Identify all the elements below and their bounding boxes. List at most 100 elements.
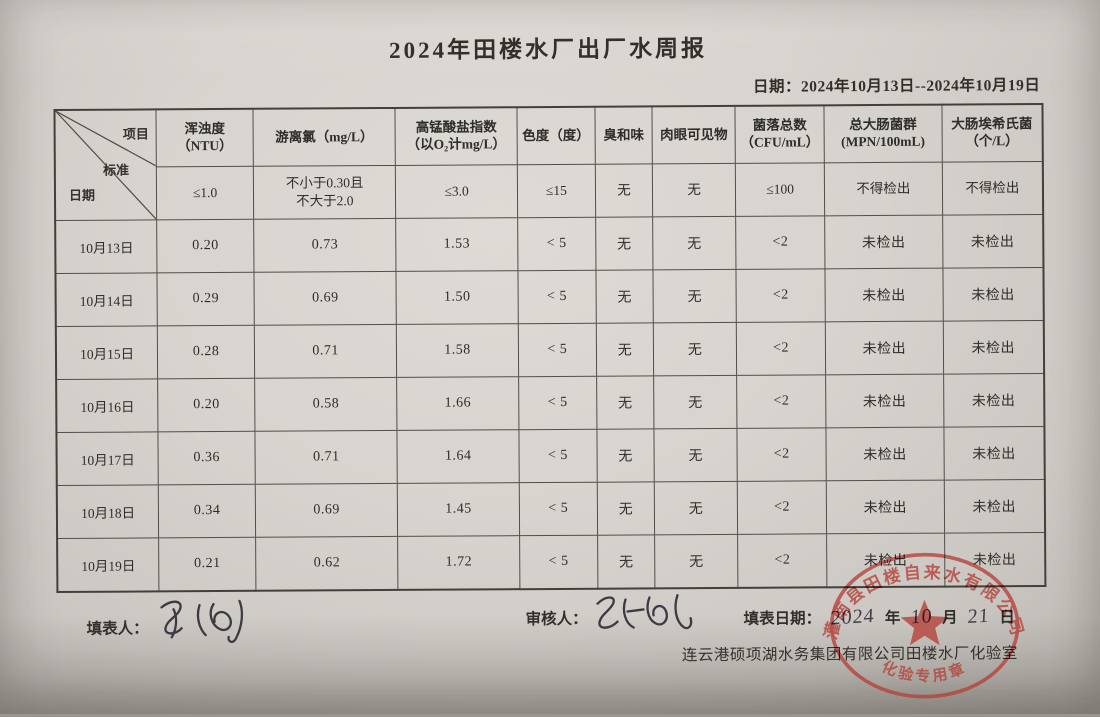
cell-value: 未检出 bbox=[825, 374, 944, 428]
cell-value: 未检出 bbox=[942, 267, 1044, 322]
col-header-5: 肉眼可见物 bbox=[652, 105, 736, 164]
cell-value: 无 bbox=[595, 216, 654, 271]
cell-value: < 5 bbox=[518, 376, 597, 430]
water-quality-table: 项目 标准 日期 浑浊度 （NTU） 游离氯（mg/L） 高锰酸盐指数 （以O₂计mg/… bbox=[53, 102, 1047, 594]
cell-value: 无 bbox=[653, 322, 737, 376]
cell-value: 未检出 bbox=[825, 268, 943, 322]
cell-value: 1.58 bbox=[396, 323, 519, 378]
table-row: 10月17日 0.36 0.71 1.64 < 5 无无 <2 未检出 未检出 bbox=[56, 426, 1045, 486]
cell-value: 未检出 bbox=[824, 215, 943, 269]
standard-value-4: 无 bbox=[595, 163, 653, 218]
cell-value: < 5 bbox=[517, 270, 597, 324]
row-date: 10月14日 bbox=[55, 272, 158, 327]
page-title: 2024年田楼水厂出厂水周报 bbox=[389, 36, 708, 63]
cell-value: <2 bbox=[736, 374, 827, 429]
cell-value: 0.20 bbox=[156, 219, 255, 273]
cell-value: 无 bbox=[653, 375, 738, 429]
col-header-3: 色度（度） bbox=[516, 106, 596, 165]
cell-value: 0.21 bbox=[158, 537, 256, 592]
standard-value-0: ≤1.0 bbox=[156, 166, 254, 220]
cell-value: 1.50 bbox=[396, 270, 519, 325]
cell-value: < 5 bbox=[518, 323, 597, 377]
col-header-4: 臭和味 bbox=[594, 106, 653, 165]
table-row: 10月14日 0.29 0.69 1.50 < 5 无无 <2 未检出 未检出 bbox=[55, 267, 1044, 327]
cell-value: 无 bbox=[595, 269, 654, 324]
table-row: 10月16日 0.20 0.58 1.66 < 5 无无 <2 未检出 未检出 bbox=[56, 373, 1045, 433]
col-header-1: 游离氯（mg/L） bbox=[253, 107, 396, 167]
corner-label-item: 项目 bbox=[122, 126, 149, 142]
table-row: 10月15日 0.28 0.71 1.58 < 5 无无 <2 未检出 未检出 bbox=[55, 320, 1045, 380]
cell-value: 未检出 bbox=[942, 320, 1045, 375]
cell-value: < 5 bbox=[519, 482, 598, 536]
preparer-label: 填表人： bbox=[86, 620, 149, 638]
cell-value: 0.69 bbox=[254, 271, 397, 326]
cell-value: 无 bbox=[596, 322, 654, 377]
report-date-range: 日期：2024年10月13日--2024年10月19日 bbox=[752, 76, 1041, 96]
row-date: 10月16日 bbox=[56, 378, 159, 433]
cell-value: 0.36 bbox=[158, 431, 256, 485]
cell-value: 1.72 bbox=[397, 535, 520, 590]
cell-value: 0.73 bbox=[253, 218, 397, 273]
cell-value: 无 bbox=[654, 428, 738, 482]
cell-value: 1.64 bbox=[397, 429, 520, 484]
cell-value: 未检出 bbox=[942, 214, 1044, 269]
preparer-signature bbox=[160, 599, 244, 643]
col-header-2: 高锰酸盐指数 （以O₂计mg/L） bbox=[395, 107, 518, 166]
cell-value: 无 bbox=[597, 481, 655, 536]
corner-label-date: 日期 bbox=[68, 187, 96, 203]
cell-value: 1.45 bbox=[397, 482, 520, 537]
cell-value: 未检出 bbox=[825, 321, 944, 375]
cell-value: 无 bbox=[597, 534, 656, 589]
fill-date-label: 填表日期： bbox=[743, 610, 822, 628]
cell-value: 0.58 bbox=[254, 377, 398, 432]
cell-value: 未检出 bbox=[943, 373, 1045, 428]
reviewer-signature bbox=[596, 594, 693, 630]
star-icon bbox=[900, 599, 949, 646]
diagonal-divider bbox=[55, 110, 157, 220]
cell-value: 1.53 bbox=[395, 217, 518, 272]
cell-value: <2 bbox=[737, 533, 827, 588]
cell-value: <2 bbox=[735, 215, 826, 270]
cell-value: 无 bbox=[654, 534, 739, 589]
standard-value-2: ≤3.0 bbox=[395, 164, 518, 219]
cell-value: 0.34 bbox=[158, 484, 256, 538]
cell-value: 1.66 bbox=[396, 376, 519, 431]
cell-value: 0.69 bbox=[255, 483, 398, 538]
reviewer-label: 审核人： bbox=[525, 610, 588, 629]
cell-value: 0.28 bbox=[157, 325, 255, 379]
cell-value: 无 bbox=[653, 269, 737, 323]
table-row: 10月18日 0.34 0.69 1.45 < 5 无无 <2 未检出 未检出 bbox=[56, 479, 1046, 539]
col-header-6: 菌落总数 （CFU/mL） bbox=[735, 105, 825, 164]
cell-value: < 5 bbox=[519, 535, 598, 590]
cell-value: 无 bbox=[654, 481, 738, 535]
cell-value: 未检出 bbox=[826, 427, 944, 481]
table-row: 10月13日 0.20 0.73 1.53 < 5 无无 <2 未检出 未检出 bbox=[55, 214, 1044, 274]
standard-value-7: 不得检出 bbox=[824, 162, 943, 216]
cell-value: < 5 bbox=[518, 429, 598, 483]
row-date: 10月17日 bbox=[56, 431, 159, 486]
col-header-0: 浑浊度 （NTU） bbox=[156, 108, 254, 167]
cell-value: 0.71 bbox=[255, 430, 398, 485]
standard-value-6: ≤100 bbox=[735, 162, 825, 217]
cell-value: 0.71 bbox=[254, 324, 397, 379]
cell-value: 未检出 bbox=[826, 480, 945, 534]
col-header-8: 大肠埃希氏菌 （个/L） bbox=[941, 103, 1043, 163]
cell-value: 无 bbox=[652, 216, 737, 270]
corner-cell: 项目 标准 日期 bbox=[54, 109, 157, 221]
cell-value: <2 bbox=[736, 268, 826, 323]
cell-value: 未检出 bbox=[943, 479, 1046, 534]
cell-value: 0.29 bbox=[157, 272, 255, 326]
row-date: 10月18日 bbox=[56, 484, 159, 539]
cell-value: <2 bbox=[737, 427, 827, 482]
table-header-row: 项目 标准 日期 浑浊度 （NTU） 游离氯（mg/L） 高锰酸盐指数 （以O₂计mg/… bbox=[54, 103, 1043, 221]
cell-value: 0.62 bbox=[255, 536, 399, 591]
cell-value: 无 bbox=[596, 428, 655, 483]
row-date: 10月13日 bbox=[55, 219, 158, 274]
cell-value: <2 bbox=[737, 480, 827, 535]
company-seal-stamp: 灌南县田楼自来水有限公司 化验专用章 bbox=[821, 552, 1027, 699]
cell-value: 0.20 bbox=[157, 378, 256, 432]
row-date: 10月15日 bbox=[55, 325, 158, 380]
standard-row: ≤1.0 不小于0.30且 不大于2.0 ≤3.0 ≤15 无无 ≤100 不得检出 不得检出 bbox=[55, 161, 1044, 220]
svg-text:化验专用章: 化验专用章 bbox=[879, 657, 970, 686]
row-date: 10月19日 bbox=[57, 537, 160, 593]
